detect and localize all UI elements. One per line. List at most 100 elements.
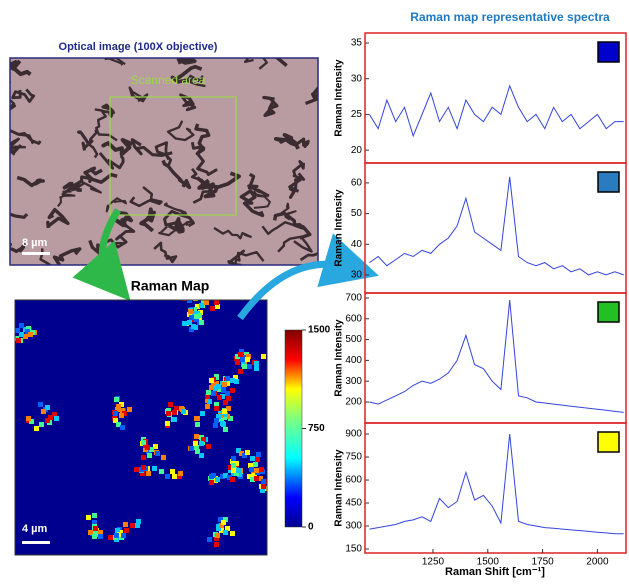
y-tick-label: 750 bbox=[345, 452, 362, 463]
map-pixel bbox=[217, 395, 222, 400]
map-pixel bbox=[199, 453, 204, 458]
map-pixel bbox=[127, 407, 132, 412]
map-pixel bbox=[194, 416, 199, 421]
map-pixel bbox=[181, 293, 186, 298]
map-pixel bbox=[141, 440, 146, 445]
x-tick-label: 1750 bbox=[531, 557, 554, 568]
x-tick-label: 2000 bbox=[586, 557, 609, 568]
color-key bbox=[598, 432, 619, 452]
map-pixel bbox=[189, 446, 194, 451]
map-pixel bbox=[236, 468, 241, 473]
map-pixel bbox=[168, 402, 173, 407]
map-pixel bbox=[254, 366, 259, 371]
map-pixel bbox=[161, 455, 166, 460]
map-pixel bbox=[238, 369, 243, 374]
map-pixel bbox=[206, 444, 211, 449]
map-pixel bbox=[15, 328, 20, 333]
map-pixel bbox=[222, 409, 227, 414]
map-pixel bbox=[256, 452, 261, 457]
y-tick-label: 300 bbox=[345, 521, 362, 532]
x-axis-label: Raman Shift [cm⁻¹] bbox=[445, 566, 545, 578]
map-pixel bbox=[124, 528, 129, 533]
map-pixel bbox=[200, 411, 205, 416]
map-pixel bbox=[242, 364, 247, 369]
y-tick-label: 300 bbox=[345, 376, 362, 387]
map-pixel bbox=[141, 465, 146, 470]
map-pixel bbox=[249, 467, 254, 472]
map-title: Raman Map bbox=[131, 278, 210, 294]
color-key bbox=[598, 302, 619, 322]
y-tick-label: 25 bbox=[351, 109, 363, 120]
map-pixel bbox=[166, 411, 171, 416]
panel-frame bbox=[365, 33, 626, 163]
map-pixel bbox=[134, 467, 139, 472]
colorbar-tick-label: 1500 bbox=[308, 325, 331, 336]
map-pixel bbox=[26, 416, 31, 421]
map-pixel bbox=[146, 471, 151, 476]
y-tick-label: 20 bbox=[351, 145, 363, 156]
map-pixel bbox=[214, 418, 219, 423]
map-pixel bbox=[207, 399, 212, 404]
map-pixel bbox=[98, 534, 103, 539]
map-pixel bbox=[255, 457, 260, 462]
map-pixel bbox=[214, 300, 219, 305]
map-pixel bbox=[19, 323, 24, 328]
map-pixel bbox=[182, 321, 187, 326]
colorbar bbox=[285, 330, 302, 527]
map-pixel bbox=[121, 533, 126, 538]
map-pixel bbox=[136, 519, 141, 524]
map-pixel bbox=[259, 467, 264, 472]
y-axis-label: Raman Intensity bbox=[334, 319, 345, 397]
y-axis-label: Raman Intensity bbox=[334, 449, 345, 527]
map-pixel bbox=[208, 294, 213, 299]
map-pixel bbox=[45, 405, 50, 410]
map-pixel bbox=[261, 354, 266, 359]
y-tick-label: 200 bbox=[345, 397, 362, 408]
map-pixel bbox=[165, 474, 170, 479]
map-pixel bbox=[245, 450, 250, 455]
map-pixel bbox=[204, 300, 209, 305]
y-axis-label: Raman Intensity bbox=[334, 59, 345, 137]
y-tick-label: 50 bbox=[351, 208, 363, 219]
map-pixel bbox=[195, 422, 200, 427]
color-key bbox=[598, 172, 619, 192]
colorbar-tick-label: 750 bbox=[308, 423, 325, 434]
y-tick-label: 450 bbox=[345, 498, 362, 509]
spectrum-line bbox=[369, 300, 623, 412]
map-pixel bbox=[223, 530, 228, 535]
map-pixel bbox=[194, 314, 199, 319]
y-tick-label: 150 bbox=[345, 544, 362, 555]
y-tick-label: 30 bbox=[351, 73, 363, 84]
figure: Optical image (100X objective) Scanned a… bbox=[0, 0, 629, 582]
y-tick-label: 40 bbox=[351, 239, 363, 250]
map-pixel bbox=[114, 533, 119, 538]
map-pixel bbox=[209, 474, 214, 479]
map-pixel bbox=[221, 520, 226, 525]
map-pixel bbox=[230, 378, 235, 383]
map-pixel bbox=[253, 462, 258, 467]
panel-frame bbox=[365, 423, 626, 553]
map-pixel bbox=[210, 306, 215, 311]
map-pixel bbox=[222, 382, 227, 387]
map-pixel bbox=[230, 531, 235, 536]
scale-label: 8 µm bbox=[22, 237, 48, 249]
map-pixel bbox=[261, 484, 266, 489]
map-pixel bbox=[108, 535, 113, 540]
y-tick-label: 30 bbox=[351, 270, 363, 281]
flake bbox=[0, 64, 10, 83]
map-pixel bbox=[209, 378, 214, 383]
y-tick-label: 600 bbox=[345, 475, 362, 486]
map-pixel bbox=[130, 523, 135, 528]
map-pixel bbox=[209, 480, 214, 485]
map-pixel bbox=[39, 422, 44, 427]
y-tick-label: 400 bbox=[345, 355, 362, 366]
map-pixel bbox=[231, 463, 236, 468]
map-pixel bbox=[28, 332, 33, 337]
map-pixel bbox=[261, 479, 266, 484]
color-key bbox=[598, 42, 619, 62]
map-pixel bbox=[120, 425, 125, 430]
map-pixel bbox=[114, 397, 119, 402]
map-pixel bbox=[16, 338, 21, 343]
raman-map bbox=[14, 280, 270, 555]
map-pixel bbox=[191, 324, 196, 329]
